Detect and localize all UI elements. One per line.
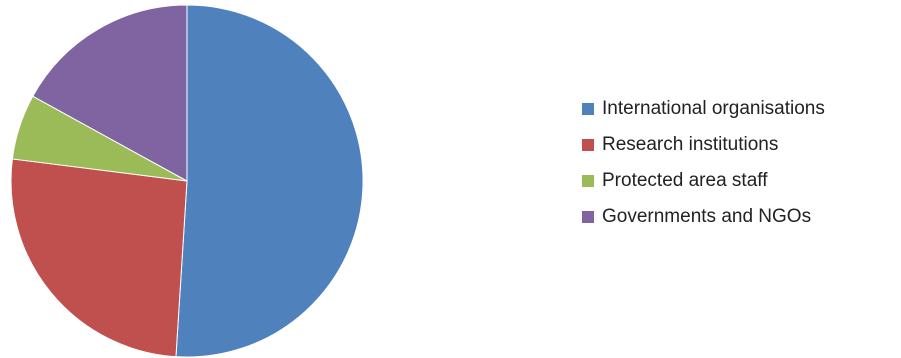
- legend-item-international-organisations: International organisations: [582, 96, 825, 122]
- legend-label-protected-area-staff: Protected area staff: [602, 170, 768, 191]
- legend-swatch-governments-and-ngos: [582, 211, 594, 223]
- legend-swatch-research-institutions: [582, 139, 594, 151]
- legend-item-research-institutions: Research institutions: [582, 132, 825, 158]
- legend-item-protected-area-staff: Protected area staff: [582, 168, 825, 194]
- legend-item-governments-and-ngos: Governments and NGOs: [582, 204, 825, 230]
- pie-slice-research-institutions: [10, 158, 188, 358]
- legend-label-international-organisations: International organisations: [602, 98, 825, 119]
- pie-slice-international-organisations: [175, 4, 364, 358]
- legend-swatch-protected-area-staff: [582, 175, 594, 187]
- legend-swatch-international-organisations: [582, 103, 594, 115]
- legend-label-research-institutions: Research institutions: [602, 134, 779, 155]
- pie-slice-governments-and-ngos: [32, 4, 188, 182]
- legend-label-governments-and-ngos: Governments and NGOs: [602, 206, 812, 227]
- chart-legend: International organisations Research inst…: [582, 96, 825, 240]
